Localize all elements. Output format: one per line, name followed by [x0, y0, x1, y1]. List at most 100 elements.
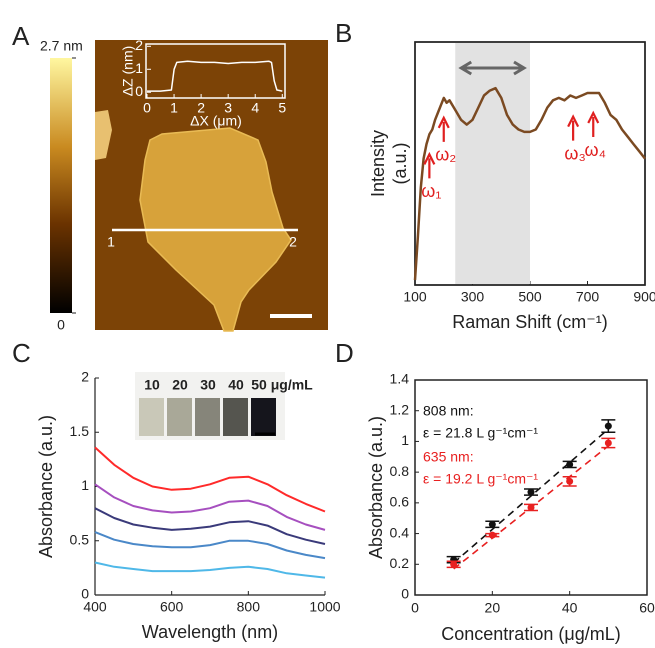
x-tick-label: 1 — [170, 100, 178, 116]
x-tick-label: 3 — [224, 100, 232, 116]
data-line — [94, 531, 326, 560]
data-line — [94, 446, 326, 513]
data-point — [566, 460, 574, 468]
vial — [251, 398, 276, 436]
data-line — [147, 60, 283, 92]
vial — [139, 398, 164, 436]
y-axis-label: Absorbance (a.u.) — [366, 416, 386, 559]
data-line — [94, 507, 326, 545]
panel-label: A — [12, 21, 30, 51]
x-tick-label: 0 — [143, 100, 151, 116]
x-axis-label: Concentration (μg/mL) — [441, 624, 620, 644]
y-axis-label: Intensity — [368, 130, 388, 197]
y-tick-label: 1 — [401, 432, 409, 448]
highlight-band — [455, 43, 530, 284]
data-line — [453, 428, 609, 564]
y-tick-label: 0.2 — [390, 555, 410, 571]
vial-label: 20 — [172, 377, 188, 393]
x-tick-label: 300 — [461, 289, 485, 305]
x-tick-label: 5 — [278, 100, 286, 116]
y-tick-label: 2 — [135, 37, 143, 53]
vial-label: 10 — [144, 377, 160, 393]
x-axis-label: Wavelength (nm) — [142, 622, 278, 642]
x-axis-label: Raman Shift (cm⁻¹) — [452, 312, 608, 332]
y-tick-label: 1 — [81, 477, 89, 493]
plot-frame — [414, 41, 646, 286]
x-tick-label: 40 — [562, 600, 578, 616]
data-point — [488, 520, 496, 528]
data-line — [94, 561, 326, 579]
panel-label: B — [335, 18, 352, 48]
data-line — [413, 86, 646, 281]
data-point — [604, 439, 612, 447]
y-tick-label: 0.5 — [70, 531, 90, 547]
data-line — [94, 483, 326, 531]
x-axis-label: ΔX (μm) — [190, 113, 242, 129]
vial — [167, 398, 192, 436]
colorbar-label: 2.7 nm — [40, 38, 83, 54]
x-tick-label: 500 — [518, 289, 542, 305]
x-tick-label: 0 — [411, 600, 419, 616]
x-tick-label: 700 — [576, 289, 600, 305]
inset-frame — [145, 43, 286, 99]
data-point — [566, 477, 574, 485]
annotation-arrow — [437, 115, 450, 142]
y-tick-label: 1.2 — [390, 401, 410, 417]
profile-end-label: 2 — [289, 234, 297, 250]
vial — [223, 398, 248, 436]
vial-label: 50 μg/mL — [251, 377, 313, 393]
y-tick-label: 1.4 — [390, 371, 410, 387]
x-tick-label: 60 — [639, 600, 655, 616]
annotation-label: ω₁ — [421, 181, 441, 201]
colorbar-label: 0 — [57, 317, 65, 333]
y-tick-label: 1.5 — [70, 423, 90, 439]
colorbar — [50, 58, 72, 313]
data-point — [527, 503, 535, 511]
profile-end-label: 1 — [107, 234, 115, 250]
x-tick-label: 20 — [485, 600, 501, 616]
x-tick-label: 600 — [160, 599, 184, 615]
x-tick-label: 800 — [237, 599, 261, 615]
series-note: ε = 21.8 L g⁻¹cm⁻¹ — [423, 425, 538, 441]
y-axis-label: (a.u.) — [390, 142, 410, 184]
vial-label: 40 — [228, 377, 244, 393]
vials — [139, 398, 276, 436]
annotation-arrow — [567, 114, 580, 141]
plot-frame — [414, 379, 648, 596]
afm-fragment — [95, 110, 112, 160]
annotation-label: ω₃ — [564, 143, 585, 163]
vial — [195, 398, 220, 436]
series-name: 635 nm: — [423, 449, 474, 465]
y-tick-label: 1 — [135, 60, 143, 76]
data-point — [527, 488, 535, 496]
y-tick-label: 0.6 — [390, 494, 410, 510]
annotation-arrow — [423, 151, 436, 179]
x-tick-label: 1000 — [309, 599, 340, 615]
annotation-label: ω₂ — [435, 145, 456, 165]
y-tick-label: 0 — [135, 83, 143, 99]
y-tick-label: 0 — [401, 586, 409, 602]
x-tick-label: 900 — [633, 289, 655, 305]
x-tick-label: 2 — [197, 100, 205, 116]
y-tick-label: 0.4 — [390, 524, 410, 540]
data-point — [450, 560, 458, 568]
vial-label: 30 — [200, 377, 216, 393]
x-tick-label: 100 — [403, 289, 427, 305]
y-tick-label: 2 — [81, 369, 89, 385]
x-tick-label: 4 — [251, 100, 259, 116]
series-name: 808 nm: — [423, 403, 474, 419]
x-tick-label: 400 — [83, 599, 107, 615]
y-axis-label: ΔZ (nm) — [120, 46, 136, 97]
data-point — [488, 531, 496, 539]
panel-label: D — [335, 338, 354, 368]
y-tick-label: 0.8 — [390, 463, 410, 479]
data-point — [604, 422, 612, 430]
annotation-label: ω₄ — [585, 140, 606, 160]
range-arrow — [458, 60, 527, 76]
series-note: ε = 19.2 L g⁻¹cm⁻¹ — [423, 471, 538, 487]
y-axis-label: Absorbance (a.u.) — [36, 415, 56, 558]
annotation-arrow — [587, 110, 600, 138]
y-tick-label: 0 — [81, 586, 89, 602]
panel-label: C — [12, 338, 31, 368]
